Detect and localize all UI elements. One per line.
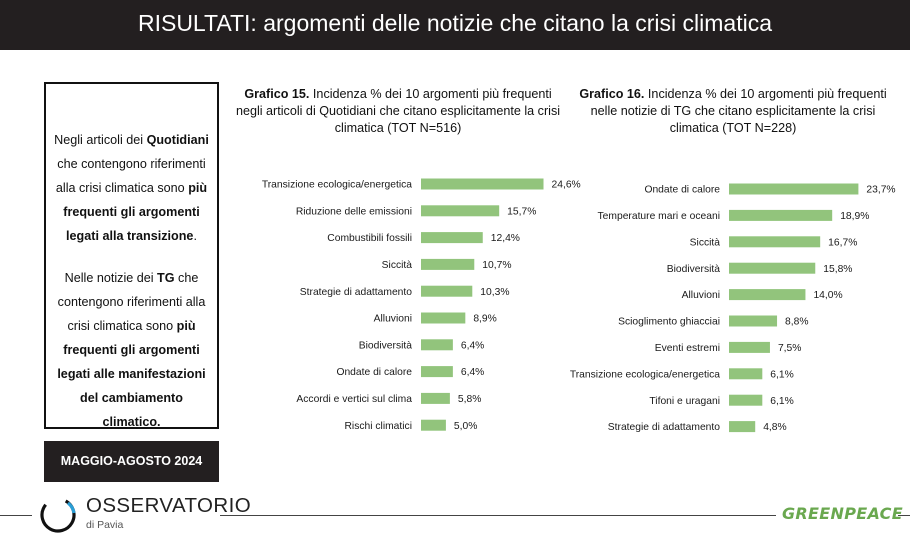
chart-16-category-label: Transizione ecologica/energetica (570, 369, 720, 380)
chart-15-caption: Grafico 15. Incidenza % dei 10 argomenti… (232, 86, 564, 137)
title-bar (0, 0, 910, 50)
chart-15-category-label: Riduzione delle emissioni (296, 206, 412, 217)
chart-16-value-label: 7,5% (778, 343, 801, 354)
chart-15-bar (421, 339, 453, 351)
chart-15-category-label: Alluvioni (374, 314, 412, 325)
chart-15-category-label: Siccità (382, 260, 413, 271)
chart-15-value-label: 10,7% (482, 260, 511, 271)
osservatorio-logo-icon (40, 497, 76, 533)
chart-16-category-label: Temperature mari e oceani (598, 211, 720, 222)
chart-16-bar (729, 394, 763, 406)
chart-16-bar (729, 421, 756, 433)
summary-bold: TG (157, 271, 175, 285)
chart-15-category-label: Biodiversità (359, 340, 412, 351)
chart-15-bar (421, 366, 453, 378)
summary-box: Negli articoli dei Quotidiani che conten… (44, 82, 219, 429)
chart-15-bar (421, 205, 500, 217)
chart-16-value-label: 16,7% (828, 237, 857, 248)
chart-16-value-label: 18,9% (840, 211, 869, 222)
chart-15-bar (421, 392, 450, 404)
chart-16-bar (729, 315, 778, 327)
chart-16-value-label: 23,7% (866, 185, 895, 196)
chart-15-category-label: Transizione ecologica/energetica (262, 180, 412, 191)
chart-15-bar (421, 258, 475, 270)
summary-text: che contengono riferimenti alla crisi cl… (55, 157, 206, 195)
summary-paragraph-tg: Nelle notizie dei TG che contengono rife… (52, 266, 211, 434)
chart-15-value-label: 12,4% (491, 233, 520, 244)
chart-16-value-label: 15,8% (823, 264, 852, 275)
summary-bold: Quotidiani (146, 133, 209, 147)
chart-16-value-label: 14,0% (813, 290, 842, 301)
chart-15-value-label: 15,7% (507, 206, 536, 217)
chart-16-category-label: Alluvioni (682, 290, 720, 301)
summary-bold: più frequenti gli argomenti legati alla … (63, 181, 208, 243)
summary-bold: più frequenti gli argomenti legati alle … (57, 319, 206, 429)
summary-text: Nelle notizie dei (64, 271, 158, 285)
chart-16-category-label: Eventi estremi (655, 343, 720, 354)
chart-16-value-label: 6,1% (770, 369, 793, 380)
chart-15-value-label: 6,4% (461, 367, 484, 378)
greenpeace-logo: GREENPEACE (782, 504, 903, 523)
chart-16-category-label: Biodiversità (667, 264, 720, 275)
chart-16-category-label: Ondate di calore (644, 185, 720, 196)
page-title: RISULTATI: argomenti delle notizie che c… (137, 10, 773, 36)
chart-15-value-label: 10,3% (480, 287, 509, 298)
chart-15-caption-bold: Grafico 15. (244, 87, 310, 101)
chart-15-bar (421, 178, 544, 190)
chart-16-bar (729, 209, 833, 221)
summary-text: Negli articoli dei (54, 133, 147, 147)
footer-divider-left (0, 515, 32, 516)
chart-15-value-label: 5,8% (458, 394, 481, 405)
chart-16-category-label: Tifoni e uragani (649, 396, 720, 407)
chart-16-caption-text: Incidenza % dei 10 argomenti più frequen… (590, 87, 887, 135)
chart-16-value-label: 4,8% (763, 422, 786, 433)
chart-16-value-label: 8,8% (785, 317, 808, 328)
chart-16-bar (729, 262, 816, 274)
chart-16-bar (729, 341, 770, 353)
chart-16-category-label: Strategie di adattamento (608, 422, 720, 433)
chart-15-bar (421, 312, 466, 324)
logo-name: OSSERVATORIO (86, 494, 252, 517)
chart-16-caption: Grafico 16. Incidenza % dei 10 argomenti… (568, 86, 898, 137)
chart-15-category-label: Strategie di adattamento (300, 287, 412, 298)
chart-15-bar (421, 419, 446, 431)
chart-15-category-label: Combustibili fossili (327, 233, 412, 244)
chart-15-category-label: Rischi climatici (344, 421, 412, 432)
chart-15-category-label: Ondate di calore (336, 367, 412, 378)
period-badge: MAGGIO-AGOSTO 2024 (44, 441, 219, 482)
chart-16-bar (729, 368, 763, 380)
chart-16-category-label: Siccità (690, 237, 721, 248)
chart-16-bar (729, 183, 859, 195)
chart-15-category-label: Accordi e vertici sul clima (296, 394, 412, 405)
summary-text: . (193, 229, 197, 243)
chart-16-bar (729, 236, 821, 248)
footer-divider-middle (220, 515, 776, 516)
chart-15-value-label: 8,9% (473, 314, 496, 325)
summary-text: che contengono riferimenti alla crisi cl… (57, 271, 206, 333)
chart-15-value-label: 5,0% (454, 421, 477, 432)
chart-16-category-label: Scioglimento ghiacciai (618, 317, 720, 328)
chart-15-caption-text: Incidenza % dei 10 argomenti più frequen… (235, 87, 561, 135)
chart-15-value-label: 6,4% (461, 340, 484, 351)
chart-16-value-label: 6,1% (770, 396, 793, 407)
chart-15-value-label: 24,6% (552, 180, 581, 191)
logo-subtitle: di Pavia (86, 519, 124, 531)
chart-16-caption-bold: Grafico 16. (579, 87, 645, 101)
footer-divider-right (898, 515, 910, 516)
summary-paragraph-quotidiani: Negli articoli dei Quotidiani che conten… (52, 128, 211, 248)
chart-15-bar (421, 232, 483, 244)
chart-15-bar (421, 285, 473, 297)
chart-16-bar (729, 289, 806, 301)
